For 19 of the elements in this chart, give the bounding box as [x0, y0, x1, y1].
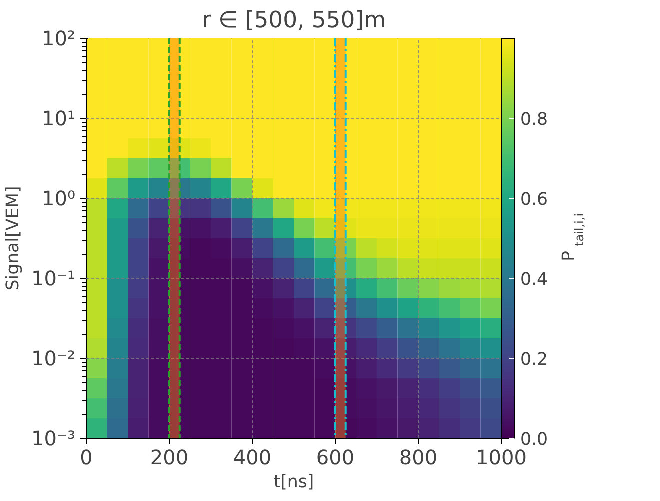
color-bar-label: 0.4: [520, 270, 548, 290]
color-bar-title: Ptail,i,i: [560, 213, 586, 262]
y-tick-label: 10²: [42, 26, 76, 50]
y-tick-label: 10¹: [42, 106, 76, 130]
x-tick-label: 800: [399, 446, 438, 470]
color-bar-label: 0.6: [520, 190, 548, 210]
x-tick-label: 600: [316, 446, 355, 470]
y-axis-title: Signal[VEM]: [3, 186, 24, 291]
x-tick-label: 0: [80, 446, 93, 470]
x-tick-label: 400: [233, 446, 272, 470]
y-tick-label: 10⁻¹: [31, 266, 76, 290]
x-axis-title: t[ns]: [274, 472, 314, 492]
y-tick-label: 10⁻²: [31, 346, 76, 370]
y-tick-label: 10⁰: [42, 186, 76, 210]
chart-title: r ∈ [500, 550]m: [202, 8, 386, 34]
color-bar-label: 0.2: [520, 350, 548, 370]
y-tick-label: 10⁻³: [31, 426, 76, 450]
color-bar-label: 0.8: [520, 110, 548, 130]
x-tick-label: 200: [150, 446, 189, 470]
